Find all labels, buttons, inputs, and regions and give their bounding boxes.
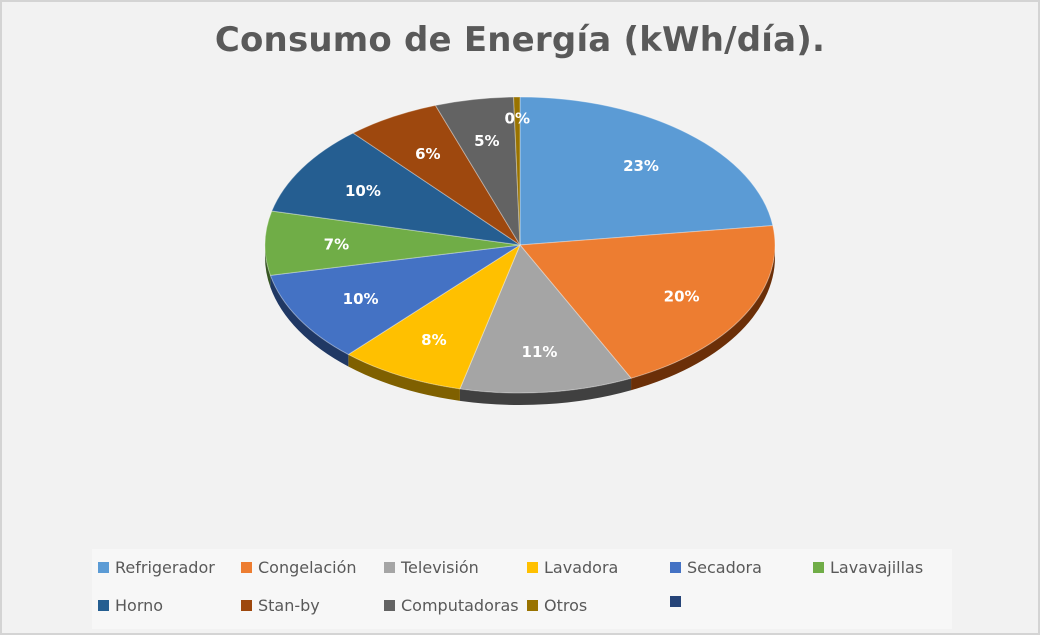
legend-item-secadora[interactable]: Secadora	[670, 558, 762, 577]
pie-slice-computadoras[interactable]	[434, 96, 521, 246]
legend-item-otros[interactable]: Otros	[527, 596, 587, 615]
data-label-computadoras: 5%	[474, 132, 499, 150]
legend-label: Lavadora	[544, 558, 619, 577]
legend-swatch	[384, 562, 395, 573]
legend-swatch	[670, 562, 681, 573]
pie-slice-refrigerador[interactable]	[519, 96, 774, 246]
data-label-televisi-n: 11%	[522, 343, 558, 361]
legend-label: Congelación	[258, 558, 357, 577]
legend-swatch	[384, 600, 395, 611]
legend-item-lavavajillas[interactable]: Lavavajillas	[813, 558, 923, 577]
data-label-refrigerador: 23%	[623, 157, 659, 175]
pie-slice-lavavajillas[interactable]	[264, 210, 521, 276]
data-label-secadora: 10%	[343, 290, 379, 308]
legend-item-horno[interactable]: Horno	[98, 596, 163, 615]
pie-side-televisi-n	[459, 378, 632, 405]
pie-slice-congelaci-n[interactable]	[518, 225, 776, 379]
legend-swatch	[527, 562, 538, 573]
pie-slice-horno[interactable]	[271, 132, 521, 246]
pie-slice-secadora[interactable]	[269, 244, 521, 356]
pie-slice-stan-by[interactable]	[352, 104, 521, 246]
legend-item-computadoras[interactable]: Computadoras	[384, 596, 519, 615]
pie-slice-otros[interactable]	[513, 96, 521, 246]
legend-item-televisi-n[interactable]: Televisión	[384, 558, 479, 577]
legend-swatch	[241, 600, 252, 611]
pie-slice-televisi-n[interactable]	[459, 244, 632, 394]
pie-side-secadora	[270, 275, 349, 367]
legend-item-lavadora[interactable]: Lavadora	[527, 558, 618, 577]
legend-swatch	[670, 596, 681, 607]
pie-side-lavavajillas	[265, 245, 271, 288]
legend-swatch	[98, 600, 109, 611]
data-label-horno: 10%	[345, 182, 381, 200]
legend-swatch	[241, 562, 252, 573]
data-label-lavavajillas: 7%	[324, 236, 349, 254]
legend-label: Horno	[115, 596, 164, 615]
legend-item-congelaci-n[interactable]: Congelación	[241, 558, 357, 577]
legend-label: Refrigerador	[115, 558, 215, 577]
legend: Refrigerador Congelación Televisión Lavador…	[92, 549, 952, 629]
data-label-stan-by: 6%	[415, 145, 440, 163]
pie-side-congelaci-n	[631, 245, 776, 391]
data-label-otros: 0%	[505, 110, 530, 128]
legend-label: Computadoras	[401, 596, 519, 615]
legend-item-refrigerador[interactable]: Refrigerador	[98, 558, 215, 577]
legend-swatch	[98, 562, 109, 573]
legend-label: Stan-by	[258, 596, 320, 615]
legend-swatch	[527, 600, 538, 611]
pie-slice-lavadora[interactable]	[347, 243, 522, 390]
legend-item-unnamed[interactable]	[670, 596, 687, 607]
data-label-lavadora: 8%	[421, 331, 446, 349]
legend-label: Otros	[544, 596, 588, 615]
legend-swatch	[813, 562, 824, 573]
pie-side-lavadora	[348, 354, 460, 401]
legend-label: Televisión	[401, 558, 479, 577]
legend-label: Lavavajillas	[830, 558, 924, 577]
chart-title: Consumo de Energía (kWh/día).	[214, 20, 826, 60]
legend-label: Secadora	[687, 558, 762, 577]
data-label-congelaci-n: 20%	[664, 288, 700, 306]
legend-item-stan-by[interactable]: Stan-by	[241, 596, 320, 615]
